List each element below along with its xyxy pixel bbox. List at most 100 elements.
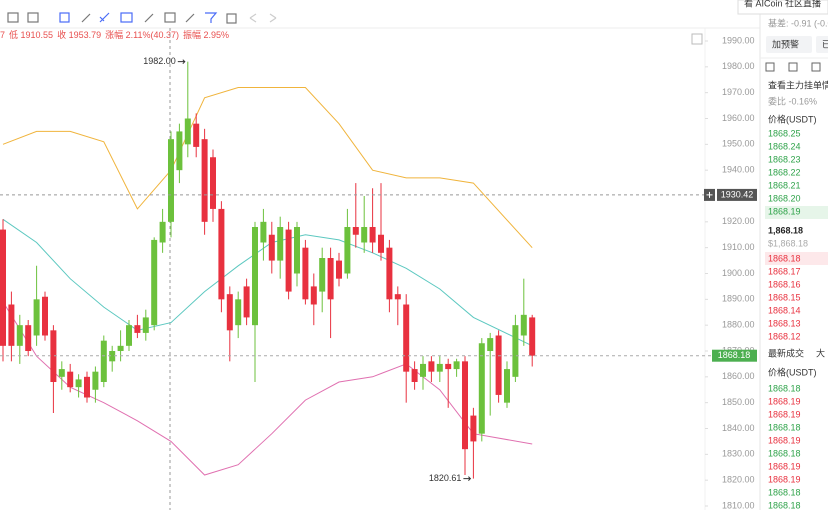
trade-price: 1868.18 [768, 422, 801, 432]
y-tick-label: 1840.00 [722, 423, 755, 433]
bid-price: 1868.12 [768, 331, 801, 341]
candle-body [386, 247, 393, 300]
candle-body [453, 361, 460, 370]
candle-body [235, 299, 242, 326]
candle-body [151, 239, 158, 326]
bid-price: 1868.13 [768, 318, 801, 328]
depth-icon[interactable] [765, 62, 775, 72]
candle-body [302, 247, 309, 300]
candle-body [92, 371, 99, 390]
y-tick-label: 1830.00 [722, 449, 755, 459]
ask-price: 1868.19 [768, 206, 801, 216]
candle-body [8, 304, 15, 346]
trades-tab[interactable]: 最新成交 [768, 347, 804, 358]
trade-price: 1868.19 [768, 435, 801, 445]
candle-body [25, 325, 32, 351]
depth-icon[interactable] [811, 62, 821, 72]
y-tick-label: 1940.00 [722, 165, 755, 175]
candle-body [319, 258, 326, 292]
tool-icon[interactable] [7, 12, 19, 23]
ask-price: 1868.22 [768, 167, 801, 177]
depth-link[interactable]: 查看主力挂单情 [768, 79, 828, 90]
tool-icon[interactable] [59, 12, 70, 23]
info-item: 涨幅 2.11%(40.37) [105, 29, 179, 40]
trade-price: 1868.19 [768, 409, 801, 419]
last-price-usd: $1,868.18 [768, 238, 808, 248]
tool-icon[interactable] [81, 13, 91, 23]
alert-button-bg [766, 36, 812, 53]
ask-highlight [765, 206, 828, 219]
info-item: 低 1910.55 [9, 29, 53, 40]
candle-body [33, 299, 40, 336]
big-trades-tab[interactable]: 大 [816, 347, 825, 358]
candle-body [100, 340, 107, 382]
candle-body [210, 157, 216, 209]
candle-body [470, 415, 477, 442]
last-price: 1,868.18 [768, 225, 803, 235]
candle-body [184, 118, 191, 145]
alert-button[interactable]: 加预警 [772, 38, 799, 49]
trade-price: 1868.19 [768, 474, 801, 484]
candle-body [310, 286, 317, 305]
candle-body [445, 363, 452, 370]
tool-icon[interactable] [249, 13, 257, 23]
candle-body [67, 371, 74, 388]
tool-icon[interactable] [185, 13, 195, 23]
tool-icon[interactable] [99, 12, 110, 23]
last-price-label: 1868.18 [718, 350, 751, 360]
candle-body [411, 369, 418, 382]
tool-icon[interactable] [269, 13, 277, 23]
fullscreen-button[interactable] [691, 33, 703, 45]
price-header: 价格(USDT) [768, 113, 817, 124]
tool-icon[interactable] [27, 12, 39, 23]
candle-body [478, 343, 485, 434]
banner-box [737, 0, 828, 15]
bid-price: 1868.15 [768, 292, 801, 302]
candle-body [142, 317, 149, 333]
candle-body [462, 361, 468, 450]
y-tick-label: 1810.00 [722, 500, 755, 510]
info-bar: 7 低 1910.55 收 1953.79 涨幅 2.11%(40.37) 振幅 2.9… [0, 29, 229, 40]
band-upper [2, 87, 533, 249]
candle-body [403, 304, 410, 372]
y-tick-label: 1920.00 [722, 216, 755, 226]
tool-icon[interactable] [120, 12, 133, 23]
banner[interactable]: 看 AICoin 社区直播 [744, 0, 821, 8]
y-tick-label: 1980.00 [722, 61, 755, 71]
tool-icon[interactable] [144, 13, 154, 23]
bid-price: 1868.14 [768, 305, 801, 315]
candle-body [436, 363, 443, 372]
candle-body [226, 294, 233, 331]
side-panel-lists: 1868.25 1868.24 1868.23 1868.22 1868.21 1868.… [768, 128, 801, 510]
y-tick-label: 1820.00 [722, 475, 755, 485]
ask-price: 1868.20 [768, 193, 801, 203]
annotation-arrow [463, 476, 472, 481]
y-tick-label: 1960.00 [722, 113, 755, 123]
candle-body [327, 258, 334, 300]
crosshair-plus [706, 191, 713, 198]
tool-icon[interactable] [164, 12, 176, 23]
annotation-label: 1982.00 [143, 56, 176, 66]
depth-icon[interactable] [788, 62, 798, 72]
candle-body [243, 286, 250, 318]
candle-body [520, 314, 527, 336]
candle-body [117, 345, 124, 351]
candle-body [504, 369, 510, 403]
tool-icon[interactable] [205, 12, 218, 23]
candle-body [126, 325, 132, 346]
button[interactable]: 已 [822, 39, 828, 49]
bid-price: 1868.18 [768, 253, 801, 263]
info-item: 振幅 2.95% [183, 29, 229, 40]
candle-body [134, 325, 141, 333]
trade-price: 1868.19 [768, 396, 801, 406]
tool-icon[interactable] [226, 13, 237, 24]
y-tick-label: 1850.00 [722, 397, 755, 407]
trade-price: 1868.18 [768, 448, 801, 458]
chart: 1990.00 1980.00 1970.00 1960.00 1950.00 1940.… [0, 35, 757, 510]
bid-price: 1868.16 [768, 279, 801, 289]
y-tick-label: 1860.00 [722, 371, 755, 381]
trade-price: 1868.18 [768, 487, 801, 497]
trade-price: 1868.18 [768, 383, 801, 393]
